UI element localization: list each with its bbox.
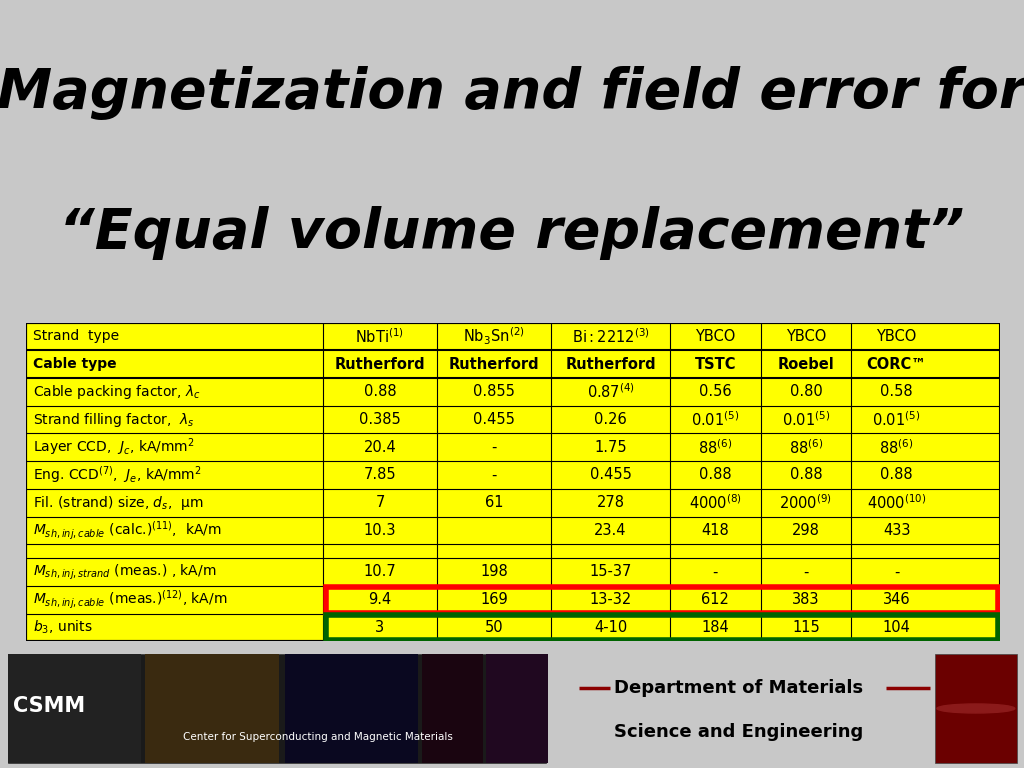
- Text: $88^{(6)}$: $88^{(6)}$: [880, 438, 913, 457]
- Text: 383: 383: [793, 592, 820, 607]
- Text: Roebel: Roebel: [777, 356, 835, 372]
- Text: $0.01^{(5)}$: $0.01^{(5)}$: [781, 410, 830, 429]
- Text: $2000^{(9)}$: $2000^{(9)}$: [779, 493, 833, 512]
- Text: 0.56: 0.56: [699, 384, 731, 399]
- Text: $\mathrm{Bi:2212}^{(3)}$: $\mathrm{Bi:2212}^{(3)}$: [571, 327, 649, 346]
- Text: Magnetization and field error for: Magnetization and field error for: [0, 66, 1024, 120]
- Text: -: -: [713, 564, 718, 580]
- Text: Eng. CCD$^{(7)}$,  $J_e$, kA/mm$^2$: Eng. CCD$^{(7)}$, $J_e$, kA/mm$^2$: [34, 465, 202, 485]
- Text: Rutherford: Rutherford: [449, 356, 540, 372]
- Text: 0.26: 0.26: [594, 412, 627, 427]
- Text: 433: 433: [883, 523, 910, 538]
- Circle shape: [937, 704, 1015, 713]
- Text: 0.455: 0.455: [473, 412, 515, 427]
- Bar: [8, 654, 546, 763]
- Text: Department of Materials: Department of Materials: [614, 679, 863, 697]
- Text: $0.01^{(5)}$: $0.01^{(5)}$: [691, 410, 739, 429]
- Text: 15-37: 15-37: [590, 564, 632, 580]
- Bar: [486, 654, 548, 763]
- Text: YBCO: YBCO: [695, 329, 735, 344]
- Text: 1.75: 1.75: [594, 440, 627, 455]
- Text: -: -: [492, 440, 497, 455]
- Text: 0.88: 0.88: [364, 384, 396, 399]
- Text: 298: 298: [792, 523, 820, 538]
- Text: 0.88: 0.88: [699, 468, 731, 482]
- Bar: [422, 654, 483, 763]
- Text: $b_3$, units: $b_3$, units: [34, 619, 93, 636]
- Text: 278: 278: [597, 495, 625, 510]
- Text: Fil. (strand) size, $d_s$,  μm: Fil. (strand) size, $d_s$, μm: [34, 494, 204, 511]
- Bar: [8, 654, 141, 763]
- Bar: [145, 654, 279, 763]
- Text: 20.4: 20.4: [364, 440, 396, 455]
- Text: Cable packing factor, $\lambda_c$: Cable packing factor, $\lambda_c$: [34, 382, 201, 401]
- Text: 0.385: 0.385: [359, 412, 400, 427]
- Text: 0.88: 0.88: [790, 468, 822, 482]
- Text: 9.4: 9.4: [369, 592, 391, 607]
- Text: $M_{sh,inj,strand}$ (meas.) , kA/m: $M_{sh,inj,strand}$ (meas.) , kA/m: [34, 562, 217, 581]
- Text: 50: 50: [484, 620, 504, 635]
- Text: 10.7: 10.7: [364, 564, 396, 580]
- Text: Science and Engineering: Science and Engineering: [614, 723, 863, 741]
- Text: Rutherford: Rutherford: [335, 356, 425, 372]
- Text: TSTC: TSTC: [694, 356, 736, 372]
- Text: 612: 612: [701, 592, 729, 607]
- Text: -: -: [894, 564, 899, 580]
- Text: 4-10: 4-10: [594, 620, 627, 635]
- Text: CORC™: CORC™: [866, 356, 927, 372]
- Bar: [285, 654, 418, 763]
- Text: 0.88: 0.88: [881, 468, 913, 482]
- Text: CSMM: CSMM: [13, 696, 85, 716]
- Text: 13-32: 13-32: [590, 592, 632, 607]
- Text: Cable type: Cable type: [34, 357, 117, 371]
- Text: $4000^{(10)}$: $4000^{(10)}$: [867, 493, 927, 512]
- Text: $88^{(6)}$: $88^{(6)}$: [788, 438, 823, 457]
- Text: 169: 169: [480, 592, 508, 607]
- Text: -: -: [803, 564, 809, 580]
- Text: 0.58: 0.58: [881, 384, 913, 399]
- Text: Center for Superconducting and Magnetic Materials: Center for Superconducting and Magnetic …: [182, 732, 453, 742]
- Text: 198: 198: [480, 564, 508, 580]
- Text: $0.01^{(5)}$: $0.01^{(5)}$: [872, 410, 921, 429]
- Text: 104: 104: [883, 620, 910, 635]
- Text: $M_{sh,inj,cable}$ (calc.)$^{(11)}$,  kA/m: $M_{sh,inj,cable}$ (calc.)$^{(11)}$, kA/…: [34, 519, 222, 541]
- Text: 346: 346: [883, 592, 910, 607]
- Text: 7: 7: [375, 495, 385, 510]
- Text: YBCO: YBCO: [785, 329, 826, 344]
- Text: $4000^{(8)}$: $4000^{(8)}$: [689, 493, 741, 512]
- Text: YBCO: YBCO: [877, 329, 916, 344]
- Text: “Equal volume replacement”: “Equal volume replacement”: [59, 207, 965, 260]
- Text: $\mathrm{NbTi}^{(1)}$: $\mathrm{NbTi}^{(1)}$: [355, 327, 404, 346]
- Text: -: -: [492, 468, 497, 482]
- Text: 0.455: 0.455: [590, 468, 632, 482]
- Text: $M_{sh,inj,cable}$ (meas.)$^{(12)}$, kA/m: $M_{sh,inj,cable}$ (meas.)$^{(12)}$, kA/…: [34, 588, 228, 611]
- Text: 418: 418: [701, 523, 729, 538]
- Bar: [935, 654, 1017, 763]
- Text: 3: 3: [376, 620, 385, 635]
- Text: 184: 184: [701, 620, 729, 635]
- Text: $\mathrm{Nb_3Sn}^{(2)}$: $\mathrm{Nb_3Sn}^{(2)}$: [463, 326, 525, 347]
- Text: 0.80: 0.80: [790, 384, 822, 399]
- Text: Rutherford: Rutherford: [565, 356, 655, 372]
- Text: Strand  type: Strand type: [34, 329, 120, 343]
- Text: 115: 115: [793, 620, 820, 635]
- Text: $88^{(6)}$: $88^{(6)}$: [698, 438, 732, 457]
- Text: $0.87^{(4)}$: $0.87^{(4)}$: [587, 382, 635, 401]
- Text: 0.855: 0.855: [473, 384, 515, 399]
- Text: 61: 61: [484, 495, 503, 510]
- Text: Layer CCD,  $J_c$, kA/mm$^2$: Layer CCD, $J_c$, kA/mm$^2$: [34, 436, 195, 458]
- Text: 10.3: 10.3: [364, 523, 396, 538]
- Text: 23.4: 23.4: [594, 523, 627, 538]
- Text: 7.85: 7.85: [364, 468, 396, 482]
- Text: Strand filling factor,  $\lambda_s$: Strand filling factor, $\lambda_s$: [34, 411, 196, 429]
